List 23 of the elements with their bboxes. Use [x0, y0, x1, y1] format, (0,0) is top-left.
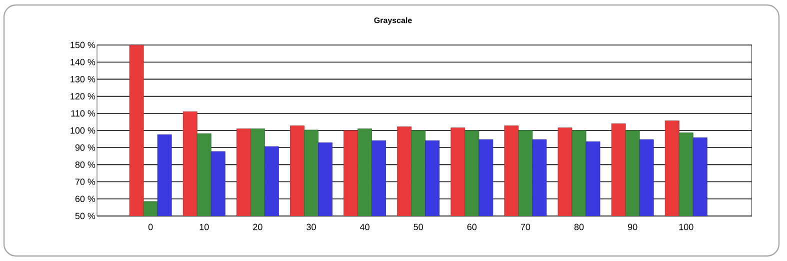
x-tick-label: 20	[253, 224, 262, 230]
y-tick-label: 150 %	[70, 42, 96, 48]
y-tick-label: 130 %	[70, 76, 96, 82]
x-tick-label: 90	[628, 224, 638, 230]
x-tick-label: 50	[414, 224, 423, 230]
x-tick-label: 100	[679, 224, 694, 230]
x-tick-label: 30	[306, 224, 316, 230]
y-tick-label: 140 %	[70, 58, 96, 66]
x-tick-label: 10	[200, 224, 209, 230]
y-tick-label: 120 %	[70, 93, 96, 100]
y-tick-label: 110 %	[71, 110, 96, 117]
y-tick-label: 60 %	[75, 196, 96, 202]
x-tick-label: 60	[467, 224, 477, 230]
chart-title: Grayscale	[374, 17, 412, 25]
y-tick-label: 80 %	[75, 161, 96, 168]
x-tick-label: 40	[360, 224, 370, 230]
x-tick-label: 0	[148, 224, 153, 230]
y-tick-label: 70 %	[75, 178, 96, 185]
x-tick-label: 80	[574, 224, 584, 230]
y-tick-label: 90 %	[75, 144, 96, 151]
y-tick-label: 50 %	[75, 212, 96, 220]
y-tick-label: 100 %	[70, 127, 96, 134]
x-tick-label: 70	[520, 224, 530, 230]
